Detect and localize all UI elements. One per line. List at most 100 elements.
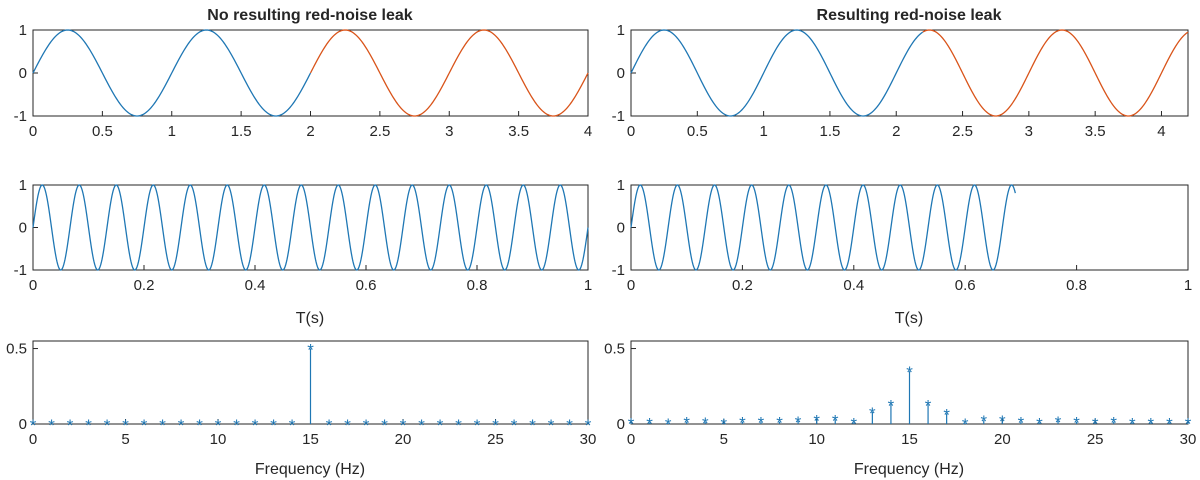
series-line-1 <box>630 29 924 117</box>
plot-mid-right: T(s) 0 0.2 0.4 0.6 0.8 1-101 <box>612 177 1193 327</box>
plot-bottom-left: Frequency (Hz) 0 5 10 15 20 25 30 0 0.5 * * * * * * * * *… <box>6 340 597 478</box>
x-tick-label: 3 <box>445 123 453 140</box>
stem-marker: * <box>566 416 573 435</box>
x-tick-label: 0.6 <box>955 277 976 294</box>
x-tick-label: 3.5 <box>1085 123 1106 140</box>
stem-marker: * <box>289 416 296 435</box>
y-tick-label: -1 <box>14 108 27 125</box>
stem-marker: * <box>1166 414 1173 433</box>
x-tick-label: 15 <box>302 431 319 448</box>
y-tick-label: 0 <box>617 416 625 433</box>
stem-marker: * <box>646 414 653 433</box>
y-tick-label: 0.5 <box>6 341 27 358</box>
stem-marker: * <box>381 416 388 435</box>
stem-marker: * <box>850 414 857 433</box>
series-line-2 <box>309 29 589 117</box>
y-tick-label: -1 <box>612 262 625 279</box>
stem-marker: * <box>48 416 55 435</box>
stem-marker: * <box>776 414 783 433</box>
stem-marker: * <box>1148 414 1155 433</box>
stem-marker: * <box>326 416 333 435</box>
y-tick-label: 0 <box>19 65 27 82</box>
x-tick-label: 4 <box>1157 123 1165 140</box>
x-tick-label: 30 <box>580 431 597 448</box>
x-tick-label: 2.5 <box>952 123 973 140</box>
x-tick-label: 0.2 <box>732 277 753 294</box>
x-tick-label: 0 <box>627 277 635 294</box>
stem-marker: * <box>529 416 536 435</box>
stem-marker: * <box>215 416 222 435</box>
stem-marker: * <box>437 416 444 435</box>
y-tick-label: 1 <box>617 177 625 194</box>
stem-marker: * <box>67 416 74 435</box>
stem-marker: * <box>999 412 1006 431</box>
stem-marker: * <box>85 416 92 435</box>
x-tick-label: 0 <box>29 277 37 294</box>
stem-marker: * <box>474 416 481 435</box>
xlabel-mid-left: T(s) <box>296 310 324 327</box>
stem-marker: * <box>962 415 969 434</box>
xlabel-mid-right: T(s) <box>895 310 923 327</box>
x-tick-label: 0 <box>29 431 37 448</box>
x-tick-label: 5 <box>720 431 728 448</box>
x-tick-label: 1 <box>168 123 176 140</box>
stem-marker: * <box>683 414 690 433</box>
series-line-1 <box>32 29 312 117</box>
y-tick-label: 1 <box>617 22 625 39</box>
plot-top-right: Resulting red-noise leak 0 0.5 1 1.5 2 2.5 3 3.… <box>612 7 1189 140</box>
stem-marker: * <box>702 414 709 433</box>
y-tick-label: 0 <box>617 220 625 237</box>
stem-marker: * <box>159 416 166 435</box>
y-tick-label: 0 <box>617 65 625 82</box>
stem-marker: * <box>925 396 932 415</box>
stem-marker: * <box>665 415 672 434</box>
x-tick-label: 1 <box>759 123 767 140</box>
stem-marker: * <box>252 416 259 435</box>
x-tick-label: 2 <box>892 123 900 140</box>
plot-bottom-right: Frequency (Hz) 0 5 10 15 20 25 30 0 0.5 * * * * * * * * *… <box>604 340 1196 478</box>
series-line-1 <box>630 184 1016 271</box>
series-line-2 <box>922 29 1189 117</box>
stem-marker: * <box>141 416 148 435</box>
x-tick-label: 15 <box>901 431 918 448</box>
stem-marker: * <box>906 363 913 382</box>
y-tick-label: 0.5 <box>604 341 625 358</box>
x-tick-label: 0.4 <box>843 277 864 294</box>
series-line-1 <box>32 184 589 271</box>
x-tick-label: 1.5 <box>819 123 840 140</box>
stem-marker: * <box>418 416 425 435</box>
stem-marker: * <box>1129 414 1136 433</box>
stem-marker: * <box>813 411 820 430</box>
x-tick-label: 0.5 <box>92 123 113 140</box>
stem-marker: * <box>1036 414 1043 433</box>
stem-marker: * <box>1185 414 1192 433</box>
stem-marker: * <box>363 416 370 435</box>
stem-marker: * <box>196 416 203 435</box>
x-tick-label: 3.5 <box>508 123 529 140</box>
x-tick-label: 20 <box>395 431 412 448</box>
stem-marker: * <box>758 414 765 433</box>
plot-top-left: No resulting red-noise leak 0 0.5 1 1.5 2 2.5… <box>14 7 593 140</box>
x-tick-label: 0.6 <box>356 277 377 294</box>
x-tick-label: 10 <box>210 431 227 448</box>
stem-marker: * <box>178 416 185 435</box>
xlabel-bottom-right: Frequency (Hz) <box>854 461 964 478</box>
y-tick-label: -1 <box>612 108 625 125</box>
y-tick-label: 1 <box>19 177 27 194</box>
x-tick-label: 0 <box>627 431 635 448</box>
x-tick-label: 0.8 <box>467 277 488 294</box>
x-tick-label: 1.5 <box>231 123 252 140</box>
stem-marker: * <box>270 416 277 435</box>
stem-marker: * <box>122 416 129 435</box>
stem-marker: * <box>795 413 802 432</box>
x-tick-label: 20 <box>994 431 1011 448</box>
stem-marker: * <box>307 341 314 360</box>
axes-box-top-right <box>630 29 1189 117</box>
stem-marker: * <box>400 416 407 435</box>
stem-marker: * <box>1092 414 1099 433</box>
y-tick-label: 1 <box>19 22 27 39</box>
stem-marker: * <box>1073 414 1080 433</box>
stem-marker: * <box>455 416 462 435</box>
x-tick-label: 2 <box>306 123 314 140</box>
